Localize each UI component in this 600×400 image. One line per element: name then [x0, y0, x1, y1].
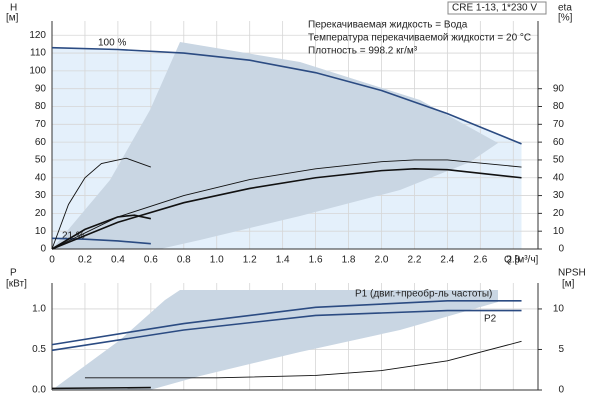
operating-band [52, 290, 498, 390]
x-tick-label: 0 [49, 255, 55, 266]
x-tick-label: 2.0 [375, 255, 389, 266]
info-line: Температура перекачиваемой жидкости = 20… [308, 33, 531, 44]
y-tick-label: 100 [29, 66, 46, 77]
y-tick-label: 40 [35, 172, 47, 183]
y2-tick-label: 70 [553, 119, 565, 130]
series-line [51, 46, 522, 145]
y2-tick-label: 10 [553, 304, 565, 315]
y2-tick-label: 90 [553, 83, 565, 94]
y2-tick-label: 40 [553, 172, 565, 183]
y-tick-label: 90 [35, 83, 47, 94]
y-tick-label: 1.0 [32, 304, 46, 315]
series-line [84, 340, 522, 379]
annotation: P2 [484, 314, 497, 325]
y2-tick-label: 5 [558, 344, 564, 355]
y-tick-label: 50 [35, 155, 47, 166]
title-box [447, 1, 547, 15]
y2-tick-label: 20 [553, 208, 565, 219]
y-label: H [10, 3, 17, 14]
annotation: 100 % [98, 38, 126, 49]
y2-tick-label: 30 [553, 190, 565, 201]
y-tick-label: 60 [35, 137, 47, 148]
x-tick-label: 1.6 [309, 255, 323, 266]
x-label: Q [м³/ч] [504, 255, 539, 266]
series-line [51, 159, 522, 250]
y2-tick-label: 0 [558, 244, 564, 255]
y-tick-label: 120 [29, 30, 46, 41]
operating-band [52, 42, 498, 249]
y-tick-label: 30 [35, 190, 47, 201]
x-tick-label: 2.8 [506, 255, 520, 266]
x-tick-label: 2.6 [473, 255, 487, 266]
series-line [51, 157, 151, 250]
x-tick-label: 1.2 [243, 255, 257, 266]
annotation: P1 (двиг.+преобр-ль частоты) [355, 288, 492, 300]
y-tick-label: 10 [35, 226, 47, 237]
y-tick-label: 0.5 [32, 344, 46, 355]
info-line: Перекачиваемая жидкость = Вода [308, 20, 468, 31]
y2-tick-label: 10 [553, 226, 565, 237]
y2-tick-label: 50 [553, 155, 565, 166]
x-tick-label: 0.6 [144, 255, 158, 266]
y2-label: eta [558, 3, 572, 14]
y-label: P [10, 268, 17, 279]
x-tick-label: 2.2 [407, 255, 421, 266]
series-line [51, 309, 522, 352]
x-tick-label: 2.4 [440, 255, 454, 266]
y-tick-label: 70 [35, 119, 47, 130]
series-line [51, 386, 151, 390]
x-tick-label: 0.2 [78, 255, 92, 266]
y-unit: [м] [6, 13, 19, 24]
y-tick-label: 20 [35, 208, 47, 219]
y2-unit: [м] [562, 279, 575, 290]
info-line: Плотность = 998.2 кг/м³ [308, 46, 418, 57]
y-tick-label: 0 [40, 244, 46, 255]
x-tick-label: 1.8 [342, 255, 356, 266]
chart-title: CRE 1-13, 1*230 V [452, 3, 537, 14]
series-line [51, 300, 522, 346]
x-tick-label: 0.4 [111, 255, 125, 266]
x-tick-label: 1.0 [210, 255, 224, 266]
x-tick-label: 1.4 [276, 255, 290, 266]
y2-tick-label: 60 [553, 137, 565, 148]
y2-label: NPSH [558, 268, 586, 279]
series-line [51, 214, 152, 250]
y2-tick-label: 0 [558, 385, 564, 396]
y-tick-label: 110 [30, 48, 46, 59]
y2-tick-label: 80 [553, 101, 565, 112]
y-tick-label: 80 [35, 101, 47, 112]
y-unit: [кВт] [6, 279, 27, 290]
y2-unit: [%] [558, 13, 573, 24]
x-tick-label: 0.8 [177, 255, 191, 266]
y-tick-label: 0.0 [32, 385, 46, 396]
